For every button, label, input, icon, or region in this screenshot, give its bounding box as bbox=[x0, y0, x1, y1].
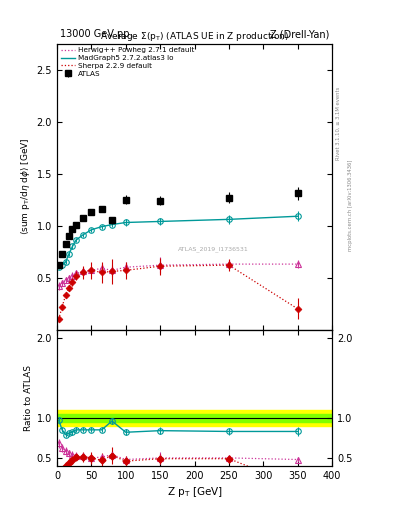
Herwig++ Powheg 2.7.1 default bbox=[56, 283, 61, 289]
Y-axis label: Ratio to ATLAS: Ratio to ATLAS bbox=[24, 365, 33, 431]
Herwig++ Powheg 2.7.1 default bbox=[63, 276, 68, 283]
Herwig++ Powheg 2.7.1 default bbox=[67, 274, 72, 281]
Sherpa 2.2.9 default bbox=[99, 269, 104, 275]
MadGraph5 2.7.2.atlas3 lo bbox=[89, 227, 94, 233]
Herwig++ Powheg 2.7.1 default bbox=[70, 272, 75, 279]
Sherpa 2.2.9 default bbox=[63, 292, 68, 298]
Sherpa 2.2.9 default bbox=[227, 262, 231, 268]
Sherpa 2.2.9 default bbox=[56, 316, 61, 323]
Line: Herwig++ Powheg 2.7.1 default: Herwig++ Powheg 2.7.1 default bbox=[59, 264, 298, 286]
Herwig++ Powheg 2.7.1 default bbox=[158, 262, 163, 268]
Text: 13000 GeV pp: 13000 GeV pp bbox=[60, 29, 129, 39]
Sherpa 2.2.9 default bbox=[73, 272, 78, 279]
Line: MadGraph5 2.7.2.atlas3 lo: MadGraph5 2.7.2.atlas3 lo bbox=[59, 216, 298, 267]
Herwig++ Powheg 2.7.1 default bbox=[60, 280, 64, 286]
Sherpa 2.2.9 default bbox=[81, 269, 85, 275]
MadGraph5 2.7.2.atlas3 lo bbox=[123, 220, 128, 226]
Herwig++ Powheg 2.7.1 default bbox=[89, 267, 94, 273]
MadGraph5 2.7.2.atlas3 lo bbox=[110, 222, 114, 228]
Y-axis label: $\langle$sum p$_\mathrm{T}$/d$\eta$ d$\phi\rangle$ [GeV]: $\langle$sum p$_\mathrm{T}$/d$\eta$ d$\p… bbox=[20, 138, 33, 236]
Herwig++ Powheg 2.7.1 default bbox=[99, 265, 104, 271]
MadGraph5 2.7.2.atlas3 lo bbox=[67, 251, 72, 257]
Text: mcplots.cern.ch [arXiv:1306.3436]: mcplots.cern.ch [arXiv:1306.3436] bbox=[348, 159, 353, 250]
Sherpa 2.2.9 default bbox=[123, 267, 128, 273]
Text: ATLAS_2019_I1736531: ATLAS_2019_I1736531 bbox=[178, 247, 249, 252]
Sherpa 2.2.9 default bbox=[60, 304, 64, 310]
Sherpa 2.2.9 default bbox=[89, 267, 94, 273]
MadGraph5 2.7.2.atlas3 lo bbox=[227, 216, 231, 222]
Text: Z (Drell-Yan): Z (Drell-Yan) bbox=[270, 29, 329, 39]
Herwig++ Powheg 2.7.1 default bbox=[73, 270, 78, 276]
MadGraph5 2.7.2.atlas3 lo bbox=[158, 219, 163, 225]
Sherpa 2.2.9 default bbox=[70, 279, 75, 285]
Sherpa 2.2.9 default bbox=[296, 306, 300, 312]
Line: Sherpa 2.2.9 default: Sherpa 2.2.9 default bbox=[59, 265, 298, 319]
Herwig++ Powheg 2.7.1 default bbox=[123, 264, 128, 270]
MadGraph5 2.7.2.atlas3 lo bbox=[99, 224, 104, 230]
Sherpa 2.2.9 default bbox=[110, 268, 114, 274]
MadGraph5 2.7.2.atlas3 lo bbox=[81, 232, 85, 238]
Herwig++ Powheg 2.7.1 default bbox=[81, 268, 85, 274]
MadGraph5 2.7.2.atlas3 lo bbox=[63, 259, 68, 265]
Text: Rivet 3.1.10, ≥ 3.1M events: Rivet 3.1.10, ≥ 3.1M events bbox=[336, 86, 341, 160]
Herwig++ Powheg 2.7.1 default bbox=[227, 261, 231, 267]
MadGraph5 2.7.2.atlas3 lo bbox=[296, 213, 300, 219]
Sherpa 2.2.9 default bbox=[67, 285, 72, 291]
Herwig++ Powheg 2.7.1 default bbox=[296, 261, 300, 267]
X-axis label: Z p$_\mathrm{T}$ [GeV]: Z p$_\mathrm{T}$ [GeV] bbox=[167, 485, 222, 499]
MadGraph5 2.7.2.atlas3 lo bbox=[56, 264, 61, 270]
MadGraph5 2.7.2.atlas3 lo bbox=[73, 237, 78, 243]
MadGraph5 2.7.2.atlas3 lo bbox=[70, 243, 75, 249]
Legend: Herwig++ Powheg 2.7.1 default, MadGraph5 2.7.2.atlas3 lo, Sherpa 2.2.9 default, : Herwig++ Powheg 2.7.1 default, MadGraph5… bbox=[59, 46, 196, 78]
Sherpa 2.2.9 default bbox=[158, 263, 163, 269]
Title: Average $\Sigma$(p$_\mathrm{T}$) (ATLAS UE in Z production): Average $\Sigma$(p$_\mathrm{T}$) (ATLAS … bbox=[100, 30, 289, 44]
MadGraph5 2.7.2.atlas3 lo bbox=[60, 262, 64, 268]
Herwig++ Powheg 2.7.1 default bbox=[110, 267, 114, 273]
